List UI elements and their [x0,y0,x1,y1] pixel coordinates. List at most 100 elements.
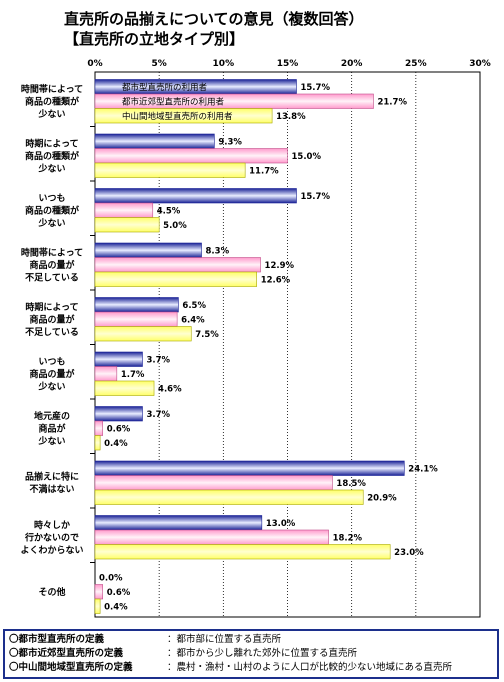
data-label: 18.5% [336,479,366,489]
bar-rural [94,217,160,233]
category-label-line: いつも [38,356,65,367]
bar-suburban [94,148,288,164]
category-label-line: 不満はない [29,483,74,495]
x-tick-label: 10% [213,59,235,69]
category-label-line: 時々しか [34,519,70,531]
category-label-line: 時期によって [25,137,78,149]
category-label: 時間帯によって商品の量が不足している [21,246,83,283]
bar-rural [94,435,101,451]
data-label: 15.7% [300,192,330,202]
category-label: 時期によって商品の量が不足している [25,301,79,338]
bar-chart: 0% 5% 10% 15% 20% 25% 30% 時間帯によって商品の種類が少ない時期によ… [20,59,491,618]
x-tick-label: 5% [152,59,167,69]
category-label-line: 品揃えに特に [25,471,79,483]
legend-entry: 都市型直売所の利用者 [122,82,208,93]
category-label-line: 少ない [37,108,65,120]
category-label: 時々しか行かないのでよくわからない [20,519,83,556]
bar-rural [94,326,192,342]
data-label: 21.7% [377,98,407,108]
category-label-line: 商品が [38,422,66,434]
category-label: 時間帯によって商品の種類が少ない [21,83,83,120]
bar-rural [94,162,246,178]
chart-subtitle: 【直売所の立地タイプ別】 [64,30,245,48]
definition-term: 〇都市型直売所の定義 [9,634,105,645]
bar-rural [94,544,391,560]
definition-desc: ：都市部に位置する直売所 [167,634,282,645]
bar-rural [94,598,101,614]
data-label: 11.7% [249,167,279,177]
bar-suburban [94,311,178,327]
category-label-line: 不足している [25,272,79,283]
bar-suburban [94,529,329,545]
data-label: 4.6% [158,385,182,395]
x-tick-label: 15% [277,59,299,69]
category-label-line: いつも [38,193,65,204]
bar-urban [94,515,263,531]
data-label: 7.5% [195,330,219,340]
definition-term: 〇中山間地域型直売所の定義 [9,662,133,673]
category-label: 時期によって商品の種類が少ない [25,137,80,174]
category-label-line: 行かないので [24,531,79,543]
definition-term: 〇都市近郊型直売所の定義 [9,648,124,659]
category-label-line: 商品の量が [29,313,75,325]
category-label-line: よくわからない [20,545,83,556]
bar-urban [94,406,143,422]
bar-rural [94,271,257,287]
definition-desc: ：都市から少し離れた郊外に位置する直売所 [167,648,358,659]
category-label-line: 商品の量が [29,368,75,380]
bar-suburban [94,420,103,436]
data-label: 15.7% [300,83,330,93]
category-label-line: 商品の種類が [25,204,80,216]
category-label-line: その他 [38,586,65,598]
bar-suburban [94,202,154,218]
data-label: 24.1% [408,465,438,475]
data-label: 6.4% [181,316,205,326]
data-label: 1.7% [121,370,145,380]
category-label: いつも商品の量が少ない [29,356,75,392]
bar-suburban [94,584,103,600]
data-label: 3.7% [146,410,170,420]
data-label: 23.0% [394,548,424,558]
bar-urban [94,351,143,367]
category-label-line: 少ない [37,435,65,447]
bar-suburban [94,366,118,382]
category-label-line: 少ない [37,162,65,174]
data-label: 12.9% [265,261,295,271]
bar-urban [94,133,215,149]
category-label: 品揃えに特に不満はない [25,471,79,496]
definition-desc: ：農村・漁村・山村のように人口が比較的少ない地域にある直売所 [167,662,453,673]
data-label: 0.4% [104,439,128,449]
x-tick-label: 30% [469,59,491,69]
bar-rural [94,489,364,505]
bar-suburban [94,257,261,273]
bar-urban [94,297,179,313]
category-label-line: 少ない [37,380,65,392]
category-label-line: 不足している [25,327,79,338]
x-tick-label: 25% [405,59,427,69]
data-label: 0.4% [104,603,128,613]
definition-row: 〇都市近郊型直売所の定義 ：都市から少し離れた郊外に位置する直売所 [9,647,493,661]
category-label-line: 時期によって [25,301,78,313]
bar-rural [94,380,155,396]
category-label-line: 商品の種類が [25,95,80,107]
definition-row: 〇都市型直売所の定義 ：都市部に位置する直売所 [9,633,493,647]
data-label: 15.0% [292,152,322,162]
data-label: 8.3% [206,247,230,257]
category-label-line: 商品の種類が [25,150,80,162]
x-tick-label: 20% [341,59,363,69]
data-label: 4.5% [157,207,181,217]
category-label: 地元産の商品が少ない [34,410,70,447]
data-label: 9.3% [218,138,242,148]
chart-title: 直売所の品揃えについての意見（複数回答） [64,10,364,28]
data-label: 13.0% [266,519,296,529]
data-label: 5.0% [163,221,187,231]
data-label: 18.2% [333,534,363,544]
data-label: 6.5% [182,301,206,311]
category-label-line: 地元産の [34,410,70,422]
bar-urban [94,188,297,204]
bar-suburban [94,475,333,491]
category-label-line: 商品の量が [29,259,75,271]
category-label-line: 時間帯によって [21,83,83,95]
data-label: 0.6% [107,588,131,598]
definitions-box: 〇都市型直売所の定義 ：都市部に位置する直売所 〇都市近郊型直売所の定義 ：都市… [3,629,499,679]
